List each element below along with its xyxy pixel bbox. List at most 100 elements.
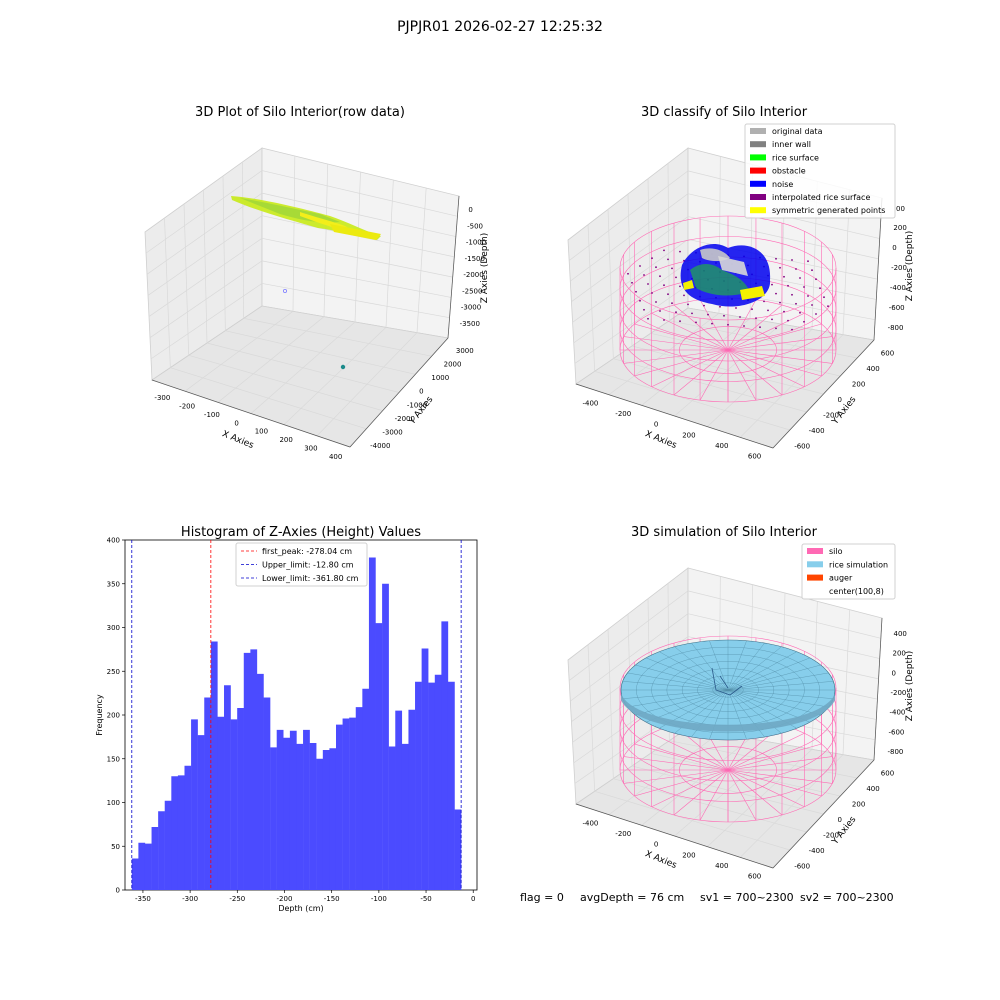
raw-point-band <box>231 196 381 240</box>
histogram-bar <box>415 681 422 890</box>
sim-x-tick: 200 <box>682 851 695 859</box>
raw-outlier-point <box>282 288 287 293</box>
raw-outlier-point <box>340 364 346 370</box>
histogram-bar <box>184 765 192 890</box>
simulation-plot-title: 3D simulation of Silo Interior <box>631 525 818 540</box>
histogram-bar <box>322 750 330 890</box>
sim-legend-swatch <box>807 574 823 581</box>
classify-legend-swatch <box>750 194 766 200</box>
histogram-bar <box>210 641 218 890</box>
classify-rice-cluster <box>680 244 771 307</box>
classify-legend-swatch <box>750 207 766 214</box>
sim-z-tick: -200 <box>891 689 907 697</box>
classify-z-tick: -800 <box>888 324 904 332</box>
sim-x-tick: -200 <box>615 830 631 838</box>
classify-z-tick: -400 <box>890 284 906 292</box>
sim-legend: silo rice simulation auger center(100,8) <box>801 543 896 600</box>
classify-legend-label: interpolated rice surface <box>772 193 870 202</box>
histogram-bar <box>197 735 205 890</box>
histogram-y-tick: 200 <box>107 712 120 720</box>
histogram-bar <box>316 758 324 890</box>
classify-plot-title: 3D classify of Silo Interior <box>641 105 808 120</box>
histogram-bar <box>138 842 146 890</box>
histogram-bar <box>303 729 310 890</box>
raw-x-ticks: -300 -200 -100 0 100 200 300 400 <box>154 394 342 461</box>
histogram-reference-lines <box>131 540 462 890</box>
sim-y-tick: 600 <box>881 770 894 778</box>
sim-z-tick: -400 <box>890 709 906 717</box>
raw-y-tick: -4000 <box>370 442 390 450</box>
raw-plot-title: 3D Plot of Silo Interior(row data) <box>195 105 405 120</box>
histogram-x-axis-label: Depth (cm) <box>278 904 323 913</box>
histogram-bar <box>164 800 172 890</box>
histogram-bar <box>263 697 271 890</box>
histogram-x-tick: -100 <box>371 895 387 903</box>
sim-legend-swatch <box>807 561 823 568</box>
classify-z-tick: 0 <box>892 244 896 252</box>
status-line: flag = 0 avgDepth = 76 cm sv1 = 700~2300… <box>520 891 894 904</box>
histogram-legend-label: Upper_limit: -12.80 cm <box>262 561 354 570</box>
sim-z-tick: 0 <box>892 669 896 677</box>
histogram-bar <box>362 688 370 890</box>
raw-y-tick: 2000 <box>444 360 462 368</box>
raw-x-tick: 400 <box>329 453 342 461</box>
raw-x-tick: -200 <box>179 403 195 411</box>
classify-x-axis-label: X Axies <box>643 429 678 451</box>
panel-simulation-3d: 3D simulation of Silo Interior -400 -200 0… <box>567 525 915 881</box>
sim-x-tick: 0 <box>654 841 658 849</box>
sim-legend-swatch <box>807 548 823 554</box>
histogram-bar <box>375 623 383 890</box>
panel-classify-3d: 3D classify of Silo Interior -400-200020… <box>567 105 915 461</box>
figure-suptitle: PJPJR01 2026-02-27 12:25:32 <box>397 19 603 35</box>
histogram-bar <box>335 724 343 890</box>
raw-z-axis-label: Z Axies (Depth) <box>480 233 490 304</box>
raw-y-tick: 1000 <box>431 374 449 382</box>
sim-x-tick: 600 <box>748 873 761 881</box>
histogram-legend-label: first_peak: -278.04 cm <box>262 547 352 556</box>
histogram-legend: first_peak: -278.04 cm Upper_limit: -12.8… <box>235 542 368 587</box>
classify-z-axis-label: Z Axies (Depth) <box>905 231 915 302</box>
classify-legend-swatch <box>750 141 766 148</box>
classify-x-tick: -200 <box>615 410 631 418</box>
sim-x-tick: 400 <box>715 862 728 870</box>
classify-legend-label: noise <box>772 180 793 189</box>
raw-x-tick: 300 <box>304 444 317 452</box>
histogram-bar <box>454 809 462 890</box>
sim-z-tick: 400 <box>894 630 907 638</box>
classify-legend-swatch <box>750 167 766 174</box>
histogram-title: Histogram of Z-Axies (Height) Values <box>181 525 421 540</box>
panel-raw-3d: 3D Plot of Silo Interior(row data) -300-… <box>144 105 490 461</box>
sim-y-tick: 200 <box>852 801 865 809</box>
histogram-bar <box>276 729 284 890</box>
sim-y-tick: -200 <box>823 831 839 839</box>
classify-y-tick: 400 <box>866 365 879 373</box>
raw-y-tick: -2000 <box>395 415 415 423</box>
sim-legend-label: center(100,8) <box>829 587 884 596</box>
histogram-bar <box>349 717 356 890</box>
histogram-bar <box>309 743 317 890</box>
histogram-y-tick: 250 <box>107 668 120 676</box>
sim-y-tick: 0 <box>838 816 842 824</box>
histogram-x-tick: -350 <box>135 895 151 903</box>
classify-legend-label: symmetric generated points <box>772 206 885 215</box>
sim-y-tick: 400 <box>866 785 879 793</box>
histogram-x-tick: -200 <box>277 895 293 903</box>
panel-histogram: Histogram of Z-Axies (Height) Values -35… <box>95 525 478 913</box>
sim-z-tick: -600 <box>889 728 905 736</box>
classify-y-tick: 600 <box>881 350 894 358</box>
histogram-x-tick: 0 <box>471 895 475 903</box>
histogram-y-tick: 400 <box>107 537 120 545</box>
sim-y-tick: -600 <box>794 862 810 870</box>
histogram-bar <box>256 673 264 890</box>
classify-y-tick: -400 <box>809 427 825 435</box>
status-flag: flag = 0 <box>520 891 564 904</box>
histogram-bar <box>355 707 363 890</box>
histogram-bar <box>408 709 416 890</box>
classify-legend-label: rice surface <box>772 153 819 162</box>
histogram-y-tick: 350 <box>107 580 120 588</box>
histogram-y-axis-label: Frequency <box>95 694 104 736</box>
raw-y-tick: 0 <box>419 388 423 396</box>
histogram-bar <box>434 674 442 890</box>
